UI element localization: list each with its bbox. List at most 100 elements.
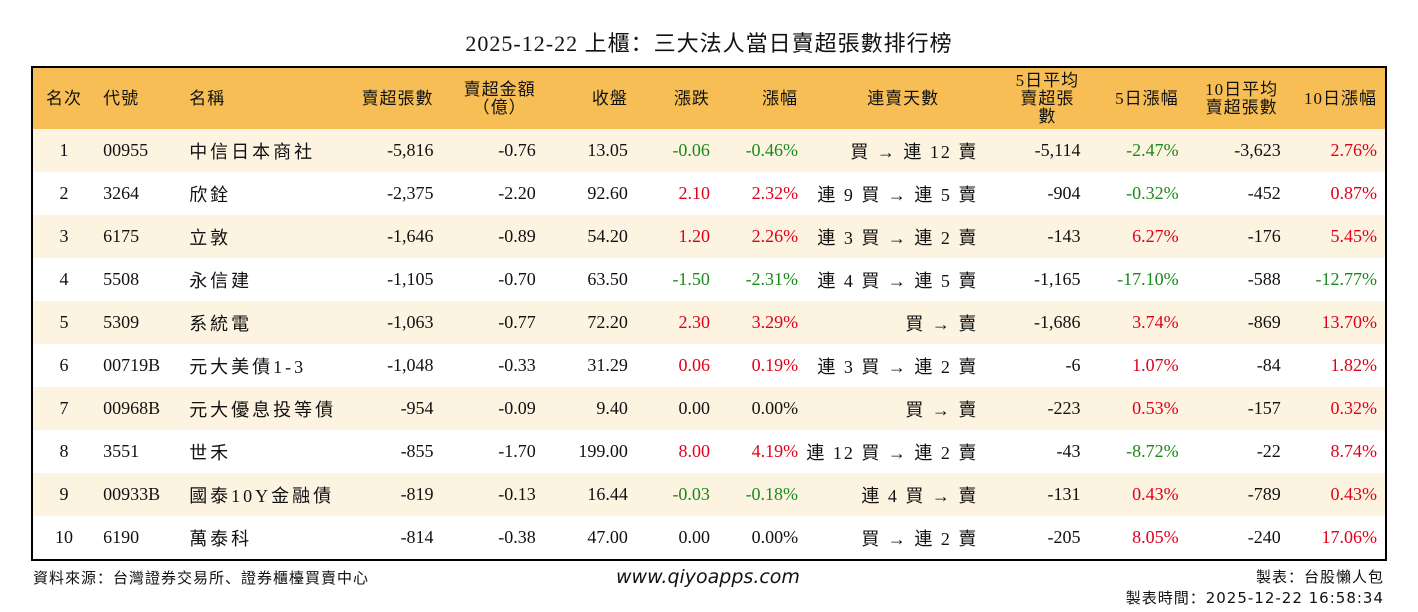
cell-code: 6175: [103, 226, 140, 246]
cell-name: 世禾: [189, 442, 232, 463]
cell-rank: 5: [59, 312, 69, 332]
cell-avg5: -131: [1047, 484, 1081, 504]
cell-sell-volume: -2,375: [387, 183, 434, 203]
cell-rank: 2: [59, 183, 69, 203]
cell-pct10: 0.43%: [1330, 484, 1378, 504]
cell-avg10: -789: [1247, 484, 1281, 504]
cell-pct5: -2.47%: [1126, 140, 1179, 160]
cell-sell-volume: -855: [400, 441, 434, 461]
header-avg10-line2: 賣超張數: [1205, 97, 1278, 117]
cell-sell-amount: -0.13: [498, 484, 536, 504]
cell-code: 00955: [103, 140, 149, 160]
cell-pct5: -17.10%: [1117, 269, 1179, 289]
cell-avg5: -223: [1047, 398, 1081, 418]
cell-code: 6190: [103, 527, 140, 547]
table-row: 7 00968B 元大優息投等債 -954 -0.09 9.40 0.00 0.…: [33, 387, 1385, 430]
header-rank: 名次: [46, 88, 83, 108]
cell-change: 8.00: [678, 441, 710, 461]
cell-streak: 買 → 連 12 賣: [850, 141, 979, 162]
table-row: 6 00719B 元大美債1-3 -1,048 -0.33 31.29 0.06…: [33, 344, 1385, 387]
header-avg10-line1: 10日平均: [1205, 79, 1279, 99]
cell-sell-amount: -0.38: [498, 527, 536, 547]
cell-avg5: -6: [1065, 355, 1081, 375]
header-pct5: 5日漲幅: [1115, 88, 1179, 108]
cell-change: 0.00: [678, 398, 710, 418]
cell-pct5: -8.72%: [1126, 441, 1179, 461]
cell-rank: 8: [59, 441, 69, 461]
cell-code: 5309: [103, 312, 140, 332]
cell-change-pct: -0.18%: [745, 484, 799, 504]
cell-sell-volume: -1,646: [387, 226, 434, 246]
cell-avg10: -22: [1256, 441, 1281, 461]
table-row: 9 00933B 國泰10Y金融債 -819 -0.13 16.44 -0.03…: [33, 473, 1385, 516]
cell-change: -0.03: [672, 484, 710, 504]
cell-change-pct: 2.26%: [751, 226, 799, 246]
cell-name: 元大優息投等債: [189, 399, 337, 420]
cell-pct10: 2.76%: [1330, 140, 1378, 160]
cell-change: -1.50: [672, 269, 710, 289]
cell-pct10: 8.74%: [1330, 441, 1378, 461]
header-streak: 連賣天數: [867, 88, 940, 108]
cell-change: 2.10: [678, 183, 710, 203]
header-change-pct: 漲幅: [762, 88, 799, 108]
cell-name: 立敦: [189, 227, 232, 248]
cell-rank: 4: [59, 269, 69, 289]
table-row: 5 5309 系統電 -1,063 -0.77 72.20 2.30 3.29%…: [33, 301, 1385, 344]
cell-pct10: 0.87%: [1330, 183, 1378, 203]
cell-close: 16.44: [587, 484, 628, 504]
header-avg5-line2: 賣超張數: [1020, 88, 1075, 126]
table-body: 1 00955 中信日本商社 -5,816 -0.76 13.05 -0.06 …: [33, 129, 1385, 559]
header-avg5-line1: 5日平均: [1015, 70, 1080, 90]
cell-change-pct: -2.31%: [745, 269, 799, 289]
ranking-table: 名次 代號 名稱 賣超張數 賣超金額 （億） 收盤 漲跌 漲幅 連賣天數 5日平…: [33, 68, 1385, 559]
cell-change: 0.06: [678, 355, 710, 375]
cell-sell-amount: -2.20: [498, 183, 536, 203]
cell-sell-volume: -819: [400, 484, 434, 504]
cell-avg10: -240: [1247, 527, 1281, 547]
cell-code: 3551: [103, 441, 140, 461]
page-title: 2025-12-22 上櫃：三大法人當日賣超張數排行榜: [465, 31, 953, 56]
cell-rank: 10: [55, 527, 74, 547]
cell-change-pct: 0.19%: [751, 355, 799, 375]
cell-rank: 6: [59, 355, 69, 375]
cell-close: 13.05: [587, 140, 628, 160]
cell-change-pct: -0.46%: [745, 140, 799, 160]
cell-sell-amount: -1.70: [498, 441, 536, 461]
cell-sell-amount: -0.09: [498, 398, 536, 418]
cell-streak: 連 3 買 → 連 2 賣: [817, 227, 979, 248]
cell-avg5: -5,114: [1034, 140, 1081, 160]
cell-streak: 連 9 買 → 連 5 賣: [817, 184, 979, 205]
cell-change-pct: 0.00%: [751, 527, 799, 547]
cell-name: 中信日本商社: [189, 141, 316, 162]
cell-rank: 1: [59, 140, 69, 160]
cell-pct10: 13.70%: [1321, 312, 1378, 332]
website-link[interactable]: www.qiyoapps.com: [616, 566, 800, 588]
cell-avg10: -588: [1247, 269, 1281, 289]
cell-change-pct: 4.19%: [751, 441, 799, 461]
cell-code: 00933B: [103, 484, 161, 504]
cell-code: 3264: [103, 183, 140, 203]
generated-timestamp: 製表時間：2025-12-22 16:58:34: [1125, 589, 1384, 607]
cell-sell-amount: -0.76: [498, 140, 536, 160]
table-row: 4 5508 永信建 -1,105 -0.70 63.50 -1.50 -2.3…: [33, 258, 1385, 301]
cell-change: 2.30: [678, 312, 710, 332]
cell-pct10: -12.77%: [1315, 269, 1378, 289]
cell-name: 系統電: [189, 313, 253, 334]
cell-pct5: 8.05%: [1132, 527, 1179, 547]
table-row: 2 3264 欣銓 -2,375 -2.20 92.60 2.10 2.32% …: [33, 172, 1385, 215]
cell-avg5: -1,165: [1033, 269, 1081, 289]
cell-name: 元大美債1-3: [189, 356, 307, 377]
cell-sell-volume: -954: [400, 398, 434, 418]
cell-pct5: 0.43%: [1132, 484, 1179, 504]
header-sell-amount-line2: （億）: [472, 97, 527, 117]
cell-name: 欣銓: [189, 184, 232, 205]
cell-change: -0.06: [672, 140, 710, 160]
cell-pct10: 17.06%: [1321, 527, 1378, 547]
cell-avg5: -205: [1047, 527, 1081, 547]
table-header-row: 名次 代號 名稱 賣超張數 賣超金額 （億） 收盤 漲跌 漲幅 連賣天數 5日平…: [33, 68, 1385, 129]
cell-streak: 連 4 買 → 連 5 賣: [817, 270, 979, 291]
header-sell-volume: 賣超張數: [361, 88, 434, 108]
cell-code: 00719B: [103, 355, 161, 375]
footer-credits: 製表：台股懶人包 製表時間：2025-12-22 16:58:34: [1126, 567, 1384, 609]
cell-avg5: -904: [1047, 183, 1081, 203]
